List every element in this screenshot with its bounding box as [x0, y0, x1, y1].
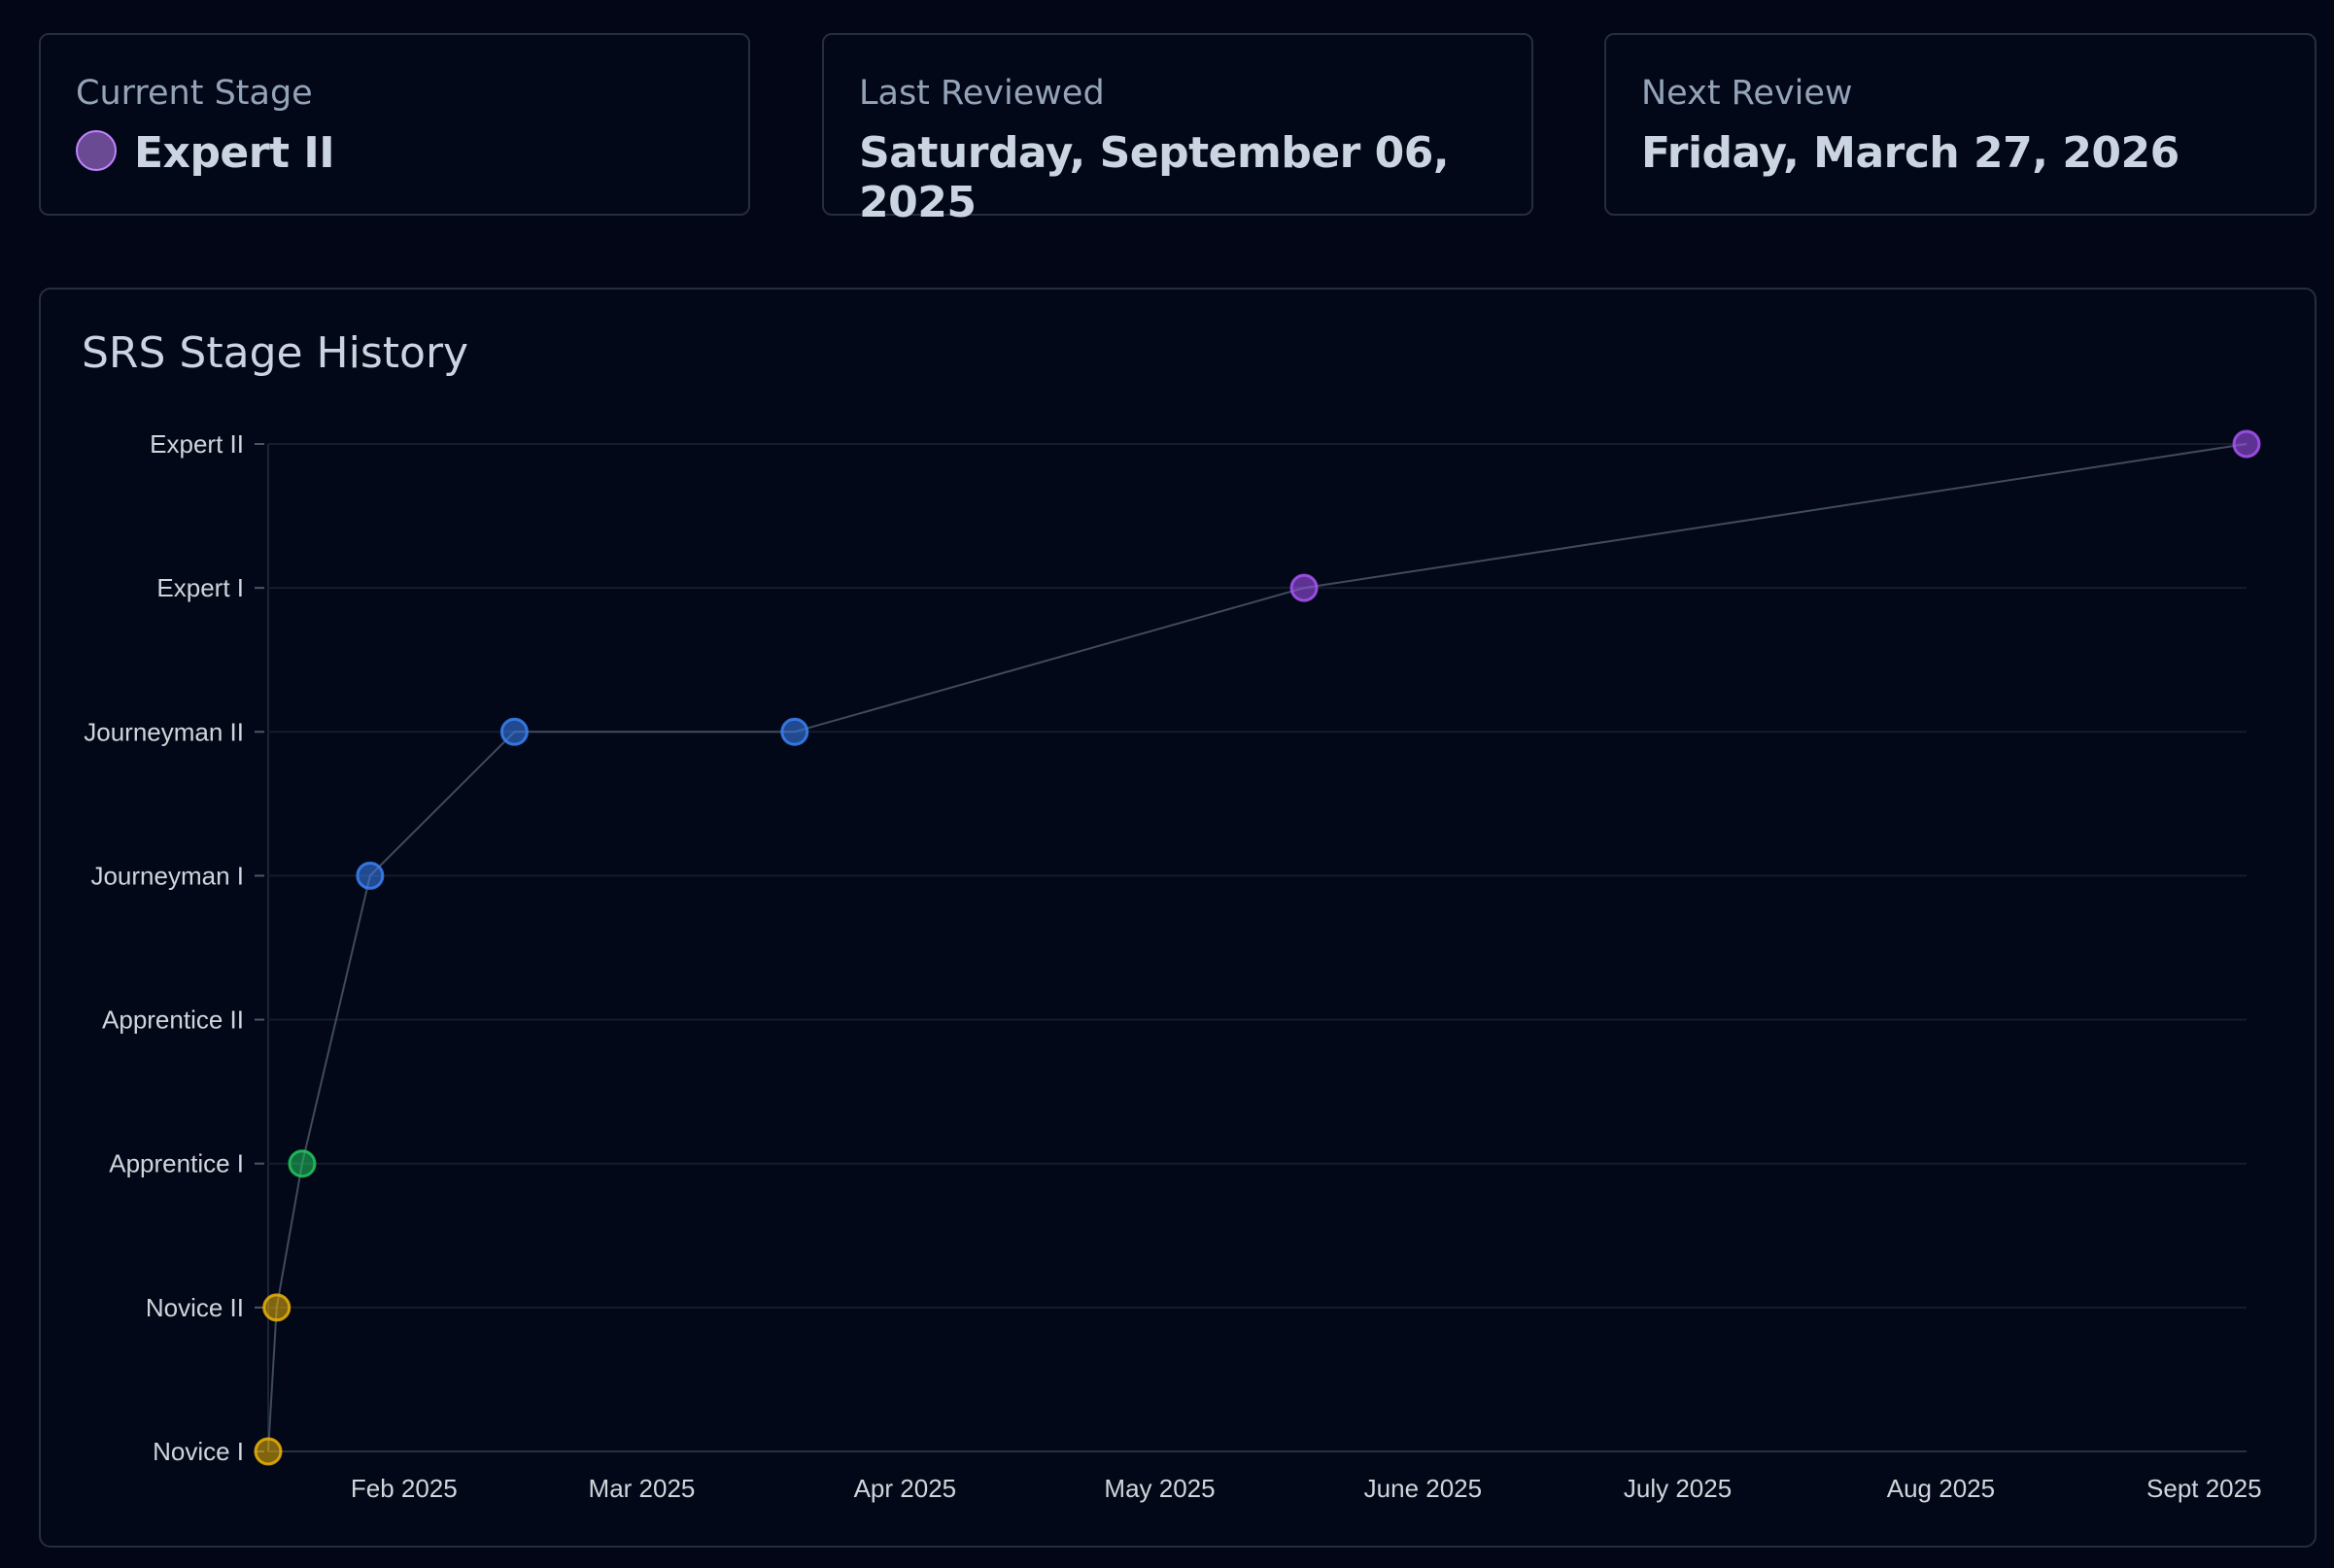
- data-point: [1289, 573, 1319, 602]
- next-review-label: Next Review: [1641, 74, 1853, 113]
- y-tick-label: Novice I: [153, 1437, 244, 1466]
- x-tick-label: Sept 2025: [2146, 1474, 2262, 1503]
- data-point: [254, 1437, 283, 1466]
- current-stage-label: Current Stage: [76, 74, 313, 113]
- last-reviewed-card: Last Reviewed Saturday, September 06, 20…: [822, 33, 1533, 227]
- x-tick-label: Apr 2025: [854, 1474, 957, 1503]
- current-stage-value: Expert II: [134, 128, 335, 178]
- last-reviewed-value: Saturday, September 06, 2025: [859, 128, 1450, 227]
- chart-card: [39, 288, 2317, 1548]
- stage-dot-icon: [76, 130, 117, 171]
- y-tick-label: Journeyman II: [84, 717, 244, 746]
- x-tick-label: July 2025: [1624, 1474, 1732, 1503]
- x-tick-label: June 2025: [1364, 1474, 1482, 1503]
- data-point: [262, 1293, 292, 1322]
- data-point: [356, 861, 385, 890]
- y-tick-label: Expert II: [150, 429, 244, 459]
- y-tick-label: Apprentice II: [102, 1006, 244, 1035]
- last-reviewed-label: Last Reviewed: [859, 74, 1105, 113]
- series-line: [267, 443, 2248, 1452]
- x-tick-label: May 2025: [1104, 1474, 1215, 1503]
- x-tick-label: Feb 2025: [351, 1474, 458, 1503]
- y-tick-label: Novice II: [146, 1293, 244, 1322]
- data-point: [499, 717, 529, 746]
- x-tick-label: Mar 2025: [589, 1474, 696, 1503]
- chart-title: SRS Stage History: [82, 328, 469, 378]
- y-tick-label: Expert I: [156, 573, 244, 602]
- y-tick-label: Journeyman I: [90, 861, 244, 890]
- current-stage-card: Current Stage Expert II: [39, 33, 750, 216]
- data-point: [288, 1149, 317, 1178]
- data-point: [780, 717, 809, 746]
- next-review-card: Next Review Friday, March 27, 2026: [1604, 33, 2317, 216]
- y-tick-label: Apprentice I: [109, 1149, 244, 1178]
- data-point: [2232, 429, 2261, 459]
- next-review-value: Friday, March 27, 2026: [1641, 128, 2180, 178]
- x-tick-label: Aug 2025: [1887, 1474, 1995, 1503]
